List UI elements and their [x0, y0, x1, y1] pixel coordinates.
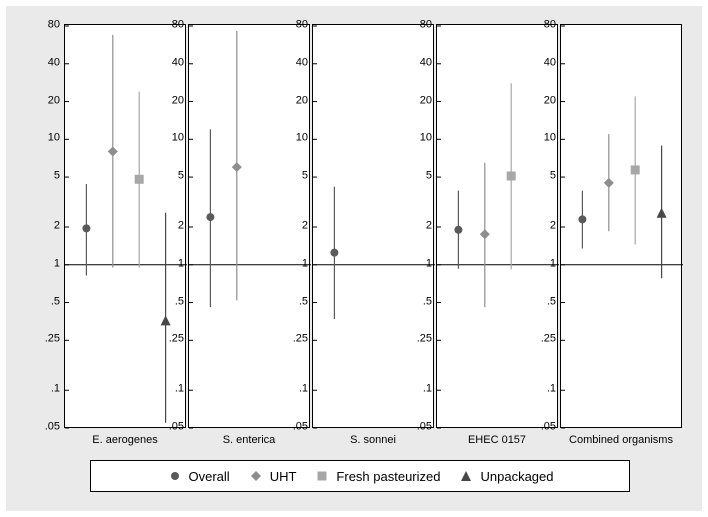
- legend-marker-icon: [458, 468, 474, 484]
- y-tick-label: .1: [408, 384, 432, 395]
- legend-label: Unpackaged: [480, 469, 553, 484]
- y-tick-label: 80: [36, 20, 60, 31]
- legend-item-fresh: Fresh pasteurized: [314, 468, 440, 484]
- y-tick-label: .05: [532, 422, 556, 433]
- y-tick-label: .05: [284, 422, 308, 433]
- y-tick-label: 2: [532, 221, 556, 232]
- y-tick-label: 20: [284, 95, 308, 106]
- y-tick-label: .5: [284, 296, 308, 307]
- y-tick-label: 10: [532, 133, 556, 144]
- y-tick-label: .5: [160, 296, 184, 307]
- y-tick-label: .1: [36, 384, 60, 395]
- y-tick-label: 40: [532, 57, 556, 68]
- y-tick-label: .25: [160, 334, 184, 345]
- y-tick-label: .5: [36, 296, 60, 307]
- point-marker-overall: [82, 224, 90, 232]
- point-marker-fresh: [135, 175, 144, 184]
- point-marker-unpkg: [657, 208, 667, 218]
- legend-label: UHT: [270, 469, 297, 484]
- point-marker-overall: [454, 226, 462, 234]
- y-tick-label: .1: [160, 384, 184, 395]
- y-tick-label: 40: [160, 57, 184, 68]
- y-tick-label: 40: [36, 57, 60, 68]
- legend-marker-icon: [167, 468, 183, 484]
- y-tick-label: .25: [532, 334, 556, 345]
- y-tick-label: .5: [532, 296, 556, 307]
- y-tick-label: 5: [532, 171, 556, 182]
- y-tick-label: 1: [36, 258, 60, 269]
- y-tick-label: .05: [160, 422, 184, 433]
- y-tick-label: 20: [532, 95, 556, 106]
- y-tick-label: 1: [408, 258, 432, 269]
- legend-marker-icon: [314, 468, 330, 484]
- panel-plot: [561, 25, 683, 429]
- y-tick-label: 10: [160, 133, 184, 144]
- y-tick-label: .25: [284, 334, 308, 345]
- y-tick-label: 20: [408, 95, 432, 106]
- y-tick-label: 5: [284, 171, 308, 182]
- legend-label: Overall: [189, 469, 230, 484]
- y-tick-label: 80: [160, 20, 184, 31]
- y-tick-label: .1: [532, 384, 556, 395]
- y-tick-label: 5: [160, 171, 184, 182]
- y-tick-label: 2: [284, 221, 308, 232]
- y-tick-label: 40: [408, 57, 432, 68]
- y-tick-label: 1: [160, 258, 184, 269]
- legend-item-uht: UHT: [248, 468, 297, 484]
- point-marker-overall: [330, 249, 338, 257]
- y-tick-label: 40: [284, 57, 308, 68]
- y-tick-label: .05: [408, 422, 432, 433]
- figure-outer: .05.1.25.512510204080E. aerogenes.05.1.2…: [6, 6, 702, 511]
- y-tick-label: .1: [284, 384, 308, 395]
- point-marker-overall: [206, 213, 214, 221]
- panel-title: Combined organisms: [569, 434, 673, 446]
- y-tick-label: 5: [36, 171, 60, 182]
- y-tick-label: .5: [408, 296, 432, 307]
- y-tick-label: .25: [36, 334, 60, 345]
- y-tick-label: 10: [284, 133, 308, 144]
- y-tick-label: 10: [36, 133, 60, 144]
- point-marker-uht: [480, 229, 490, 239]
- point-marker-overall: [578, 215, 586, 223]
- y-tick-label: 2: [160, 221, 184, 232]
- y-tick-label: 1: [284, 258, 308, 269]
- y-tick-label: 2: [36, 221, 60, 232]
- panel-title: S. enterica: [223, 434, 276, 446]
- legend-marker-icon: [248, 468, 264, 484]
- point-marker-unpkg: [161, 315, 171, 325]
- point-marker-uht: [232, 162, 242, 172]
- y-tick-label: .25: [408, 334, 432, 345]
- legend-label: Fresh pasteurized: [336, 469, 440, 484]
- y-tick-label: 20: [160, 95, 184, 106]
- panel-title: E. aerogenes: [92, 434, 157, 446]
- legend-item-overall: Overall: [167, 468, 230, 484]
- y-tick-label: 80: [408, 20, 432, 31]
- panel-title: S. sonnei: [350, 434, 396, 446]
- point-marker-fresh: [631, 165, 640, 174]
- point-marker-uht: [604, 178, 614, 188]
- y-tick-label: 80: [532, 20, 556, 31]
- y-tick-label: 10: [408, 133, 432, 144]
- panel-title: EHEC 0157: [468, 434, 526, 446]
- y-tick-label: 80: [284, 20, 308, 31]
- y-tick-label: 2: [408, 221, 432, 232]
- panel-4: [560, 24, 682, 428]
- y-tick-label: 5: [408, 171, 432, 182]
- point-marker-fresh: [507, 171, 516, 180]
- legend-item-unpkg: Unpackaged: [458, 468, 553, 484]
- y-tick-label: 1: [532, 258, 556, 269]
- y-tick-label: .05: [36, 422, 60, 433]
- point-marker-uht: [108, 146, 118, 156]
- legend: Overall UHT Fresh pasteurized Unpackaged: [90, 460, 630, 492]
- y-tick-label: 20: [36, 95, 60, 106]
